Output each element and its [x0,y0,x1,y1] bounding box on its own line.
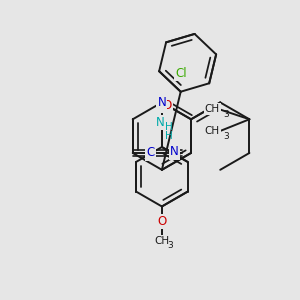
Text: N: N [158,96,166,109]
Text: N: N [156,116,165,129]
Text: C: C [146,146,155,160]
Text: H: H [166,131,173,141]
Text: CH: CH [205,104,220,114]
Text: 3: 3 [224,110,230,119]
Text: H: H [166,122,173,132]
Text: 3: 3 [224,132,230,141]
Text: CH: CH [154,236,170,246]
Text: O: O [157,215,167,228]
Text: CH: CH [205,126,220,136]
Text: N: N [170,146,179,158]
Text: O: O [162,99,172,112]
Text: 3: 3 [167,241,173,250]
Text: Cl: Cl [175,67,187,80]
